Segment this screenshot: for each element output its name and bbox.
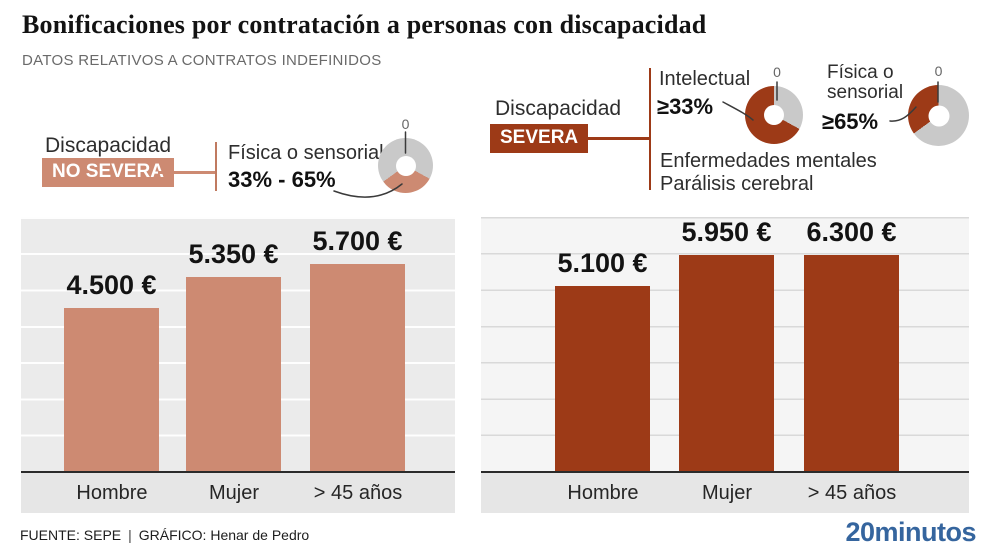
category-label: Mujer: [208, 482, 259, 504]
category-label: Mujer: [701, 482, 752, 504]
condition-name-line: Física o: [827, 62, 894, 83]
page-subtitle: DATOS RELATIVOS A CONTRATOS INDEFINIDOS: [22, 52, 382, 69]
bar-value-label: 5.100 €: [557, 247, 648, 278]
condition-name-fisica-sensorial: Física o sensorial: [827, 63, 903, 103]
donut-gauge-intelectual-33: [745, 86, 803, 144]
category-axis: Hombre Mujer > 45 años: [21, 473, 455, 513]
donut-hole: [764, 105, 784, 125]
bar-mujer: [186, 276, 281, 471]
bar-hombre: [64, 307, 159, 471]
bar-column: 5.950 €: [679, 217, 774, 471]
note-line: Enfermedades mentales: [660, 150, 877, 172]
bar-column: 4.500 €: [64, 217, 159, 471]
bar-chart-severa: 5.100 € 5.950 € 6.300 € Hombre Mujer > 4…: [481, 217, 969, 513]
bar-45: [804, 255, 899, 471]
condition-name-line: sensorial: [827, 82, 904, 103]
bar-column: 5.350 €: [186, 217, 281, 471]
bar-chart-no-severa: 4.500 € 5.350 € 5.700 € Hombre Mujer > 4…: [21, 217, 455, 513]
source-text: FUENTE: SEPE: [20, 527, 122, 543]
legend-connector-line: [158, 171, 217, 174]
condition-name-intelectual: Intelectual: [659, 68, 751, 90]
donut-zero-label: 0: [401, 116, 410, 132]
bar-value-label: 6.300 €: [806, 217, 897, 247]
brand-logo: 20minutos: [845, 517, 976, 547]
separator: |: [128, 527, 132, 543]
condition-range-intelectual: ≥33%: [657, 94, 714, 119]
bar-column: 6.300 €: [804, 217, 899, 471]
category-label: Hombre: [76, 482, 148, 504]
plot-area: 4.500 € 5.350 € 5.700 €: [21, 217, 455, 473]
severity-badge-no-severa: NO SEVERA: [42, 158, 174, 187]
bar-value-label: 5.700 €: [312, 226, 403, 257]
bar-column: 5.100 €: [555, 217, 650, 471]
legend-divider-line: [215, 142, 217, 191]
legend-connector-line: [582, 137, 650, 140]
bar-column: 5.700 €: [310, 217, 405, 471]
category-label: Hombre: [567, 482, 639, 504]
category-label: > 45 años: [807, 482, 897, 504]
credit-text: GRÁFICO: Henar de Pedro: [138, 527, 310, 543]
condition-range: 33% - 65%: [228, 167, 336, 192]
bar-value-label: 4.500 €: [66, 269, 157, 300]
page-title: Bonificaciones por contratación a person…: [22, 10, 707, 39]
donut-zero-label: 0: [773, 64, 781, 80]
plot-area: 5.100 € 5.950 € 6.300 €: [481, 217, 969, 473]
donut-hole: [395, 155, 416, 176]
source-credits: FUENTE: SEPE | GRÁFICO: Henar de Pedro: [20, 527, 309, 543]
condition-notes: Enfermedades mentales Parálisis cerebral: [660, 150, 877, 196]
note-line: Parálisis cerebral: [660, 173, 814, 195]
severity-badge-severa: SEVERA: [490, 124, 589, 153]
bar-mujer: [679, 255, 774, 471]
donut-hole: [928, 105, 949, 126]
condition-name: Física o sensorial: [228, 142, 384, 164]
group-label-severa: Discapacidad: [495, 97, 622, 120]
legend-divider-line: [649, 68, 651, 190]
category-label: > 45 años: [313, 482, 403, 504]
group-label-no-severa: Discapacidad: [45, 134, 172, 157]
donut-zero-label: 0: [934, 63, 943, 79]
bar-hombre: [555, 285, 650, 471]
bar-45: [310, 264, 405, 471]
donut-gauge-fisica-33-65: [378, 138, 433, 193]
bar-value-label: 5.950 €: [681, 217, 772, 248]
donut-gauge-fisica-65: [908, 85, 969, 146]
bar-value-label: 5.350 €: [188, 238, 279, 269]
condition-range-fisica: ≥65%: [822, 109, 879, 134]
category-axis: Hombre Mujer > 45 años: [481, 473, 969, 513]
